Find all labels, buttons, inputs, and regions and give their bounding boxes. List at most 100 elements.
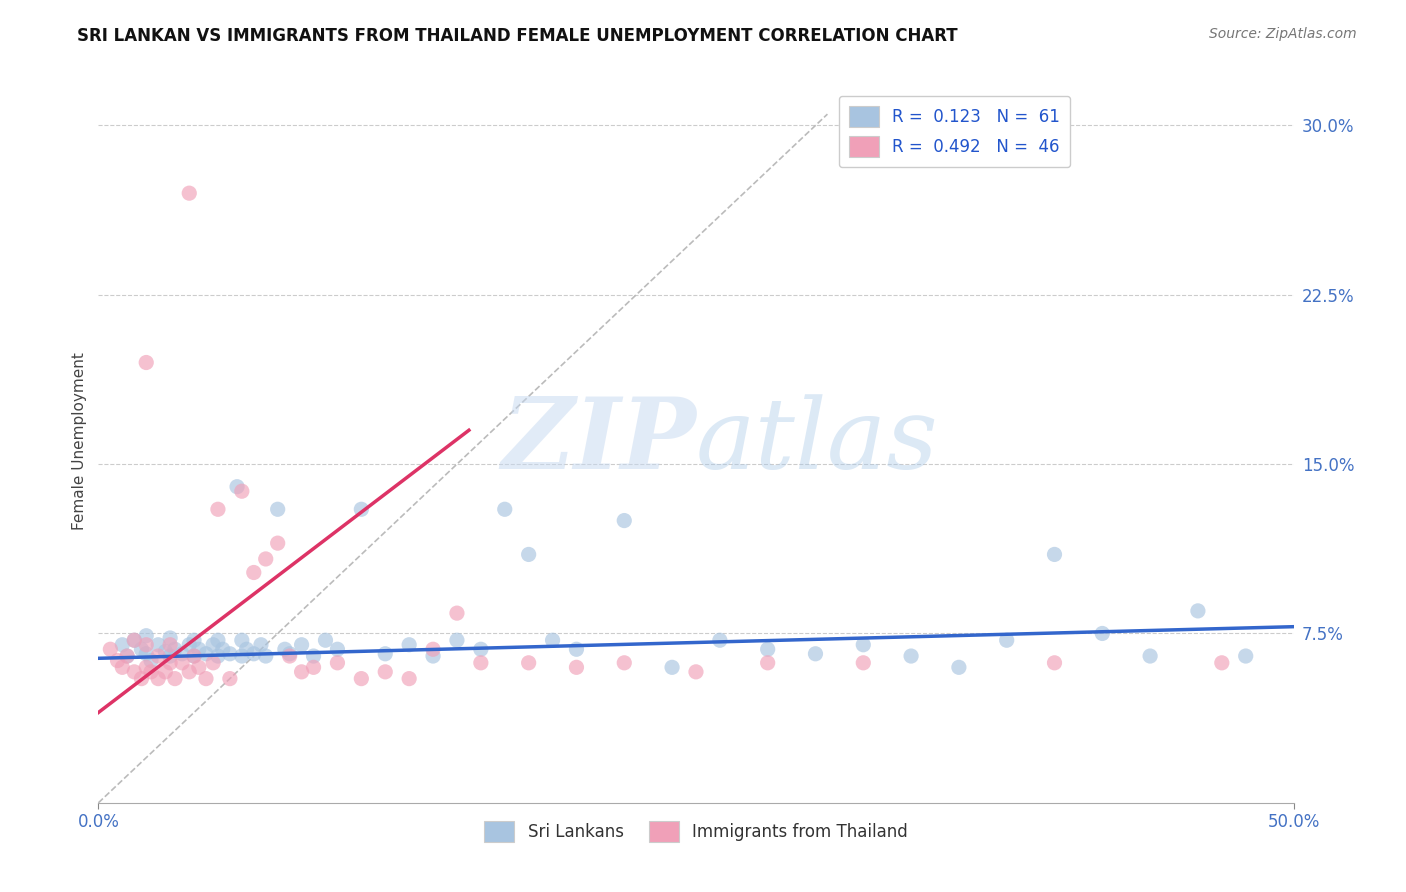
Point (195, 647, 218, 661)
Point (254, 648, 277, 663)
Point (494, 502, 516, 516)
Point (1139, 648, 1161, 663)
Point (1043, 548, 1066, 562)
Point (804, 647, 827, 661)
Point (302, 648, 325, 663)
Point (250, 638, 273, 652)
Point (254, 552, 277, 566)
Point (446, 606, 468, 620)
Point (159, 638, 181, 652)
Point (107, 654, 129, 668)
Point (135, 660, 157, 674)
Point (163, 672, 186, 686)
Point (756, 656, 779, 670)
Point (124, 633, 146, 648)
Point (243, 566, 266, 580)
Point (350, 502, 373, 516)
Point (756, 642, 779, 657)
Point (195, 672, 218, 686)
Point (852, 638, 875, 652)
Point (183, 648, 205, 663)
Point (326, 656, 349, 670)
Point (207, 648, 229, 663)
Point (661, 660, 683, 674)
Point (517, 656, 540, 670)
Point (565, 642, 588, 657)
Point (179, 638, 201, 652)
Point (124, 633, 146, 648)
Point (326, 642, 349, 657)
Point (115, 648, 138, 663)
Point (422, 642, 444, 657)
Point (155, 665, 177, 679)
Point (1091, 626, 1114, 640)
Point (187, 642, 209, 657)
Point (685, 665, 707, 679)
Point (235, 642, 257, 657)
Point (398, 672, 420, 686)
Point (163, 642, 186, 657)
Point (852, 656, 875, 670)
Point (446, 633, 468, 648)
Point (135, 638, 157, 652)
Point (135, 355, 157, 369)
Point (350, 672, 373, 686)
Point (278, 648, 301, 663)
Point (541, 633, 564, 648)
Point (422, 648, 444, 663)
Point (231, 648, 253, 663)
Point (302, 660, 325, 674)
Point (243, 647, 266, 661)
Point (291, 665, 314, 679)
Point (159, 631, 181, 645)
Point (179, 665, 201, 679)
Point (135, 629, 157, 643)
Point (219, 647, 242, 661)
Point (1187, 604, 1209, 618)
Point (183, 648, 205, 663)
Point (159, 648, 181, 663)
Point (98, 642, 122, 657)
Point (124, 665, 146, 679)
Point (148, 672, 170, 686)
Point (613, 514, 636, 528)
Point (470, 656, 492, 670)
Point (219, 672, 242, 686)
Point (139, 654, 162, 668)
Point (374, 647, 396, 661)
Point (211, 642, 233, 657)
Text: ZIP: ZIP (501, 393, 696, 490)
Point (315, 633, 337, 648)
Point (613, 656, 636, 670)
Point (1234, 648, 1257, 663)
Point (155, 644, 177, 658)
Point (172, 647, 194, 661)
Point (274, 642, 297, 657)
Point (231, 633, 253, 648)
Point (148, 638, 170, 652)
Point (179, 186, 201, 201)
Point (709, 633, 731, 648)
Y-axis label: Female Unemployment: Female Unemployment (72, 352, 87, 531)
Point (148, 648, 170, 663)
Point (226, 480, 249, 494)
Point (131, 672, 153, 686)
Point (948, 660, 970, 674)
Point (565, 660, 588, 674)
Text: atlas: atlas (696, 394, 939, 489)
Point (187, 660, 209, 674)
Point (115, 648, 138, 663)
Point (135, 647, 157, 661)
Point (172, 656, 194, 670)
Point (131, 642, 153, 657)
Point (231, 484, 253, 499)
Point (207, 502, 229, 516)
Point (207, 633, 229, 648)
Point (159, 656, 181, 670)
Point (374, 665, 396, 679)
Point (1211, 656, 1233, 670)
Point (278, 647, 301, 661)
Point (291, 638, 314, 652)
Legend: Sri Lankans, Immigrants from Thailand: Sri Lankans, Immigrants from Thailand (478, 814, 914, 848)
Point (267, 502, 290, 516)
